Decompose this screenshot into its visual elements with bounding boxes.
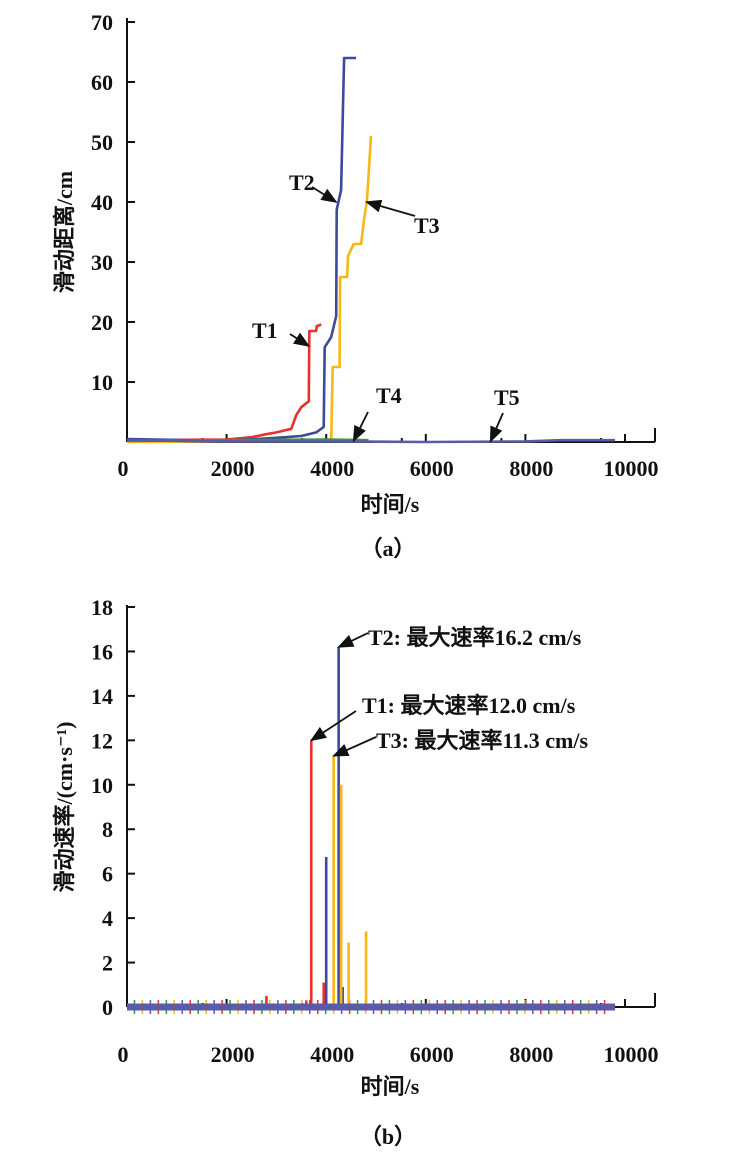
annotation-arrow [337,632,369,648]
y-tick-label: 40 [91,190,113,215]
annotation-label: T4 [376,383,402,408]
y-tick-label: 0 [102,995,113,1020]
x-tick-label: 8000 [509,456,553,481]
chart-panel-a: 10 20 30 40 50 60 70 0 2000 4000 6000 8000 10000 时间/s… [52,10,659,561]
x-tick-label: 4000 [310,456,354,481]
annotation-arrow [311,186,338,203]
y-tick-label: 4 [102,906,113,931]
y-tick-label: 10 [91,370,113,395]
annotation-arrow [489,412,504,443]
y-tick-label: 2 [102,951,113,976]
chart-panel-b: 0 2 4 6 8 10 12 14 16 18 0 2000 4000 6000 8000 10000 时间/… [52,595,659,1149]
annotation-arrow [352,411,369,443]
y-tick-label: 16 [91,639,113,664]
annotation-arrow [364,199,416,217]
y-tick-label: 10 [91,773,113,798]
series-line-t1 [126,323,322,442]
x-tick-label: 0 [118,1042,129,1067]
x-tick-label: 10000 [604,1042,659,1067]
annotation-label: T3 [414,213,440,238]
y-tick-label: 14 [91,684,113,709]
y-axis-title: 滑动距离/cm [52,171,77,293]
y-tick-label: 20 [91,310,113,335]
x-tick-label: 10000 [604,456,659,481]
annotation-label: T2: 最大速率16.2 cm/s [368,625,582,650]
annotation-label: T1 [252,318,278,343]
annotation-label: T1: 最大速率12.0 cm/s [362,693,576,718]
y-tick-label: 6 [102,862,113,887]
x-tick-label: 2000 [211,1042,255,1067]
x-axis-title: 时间/s [361,492,420,517]
x-tick-label: 6000 [410,456,454,481]
y-axis-title: 滑动速率/(cm·s⁻¹) [52,722,77,893]
series-line-t2 [126,56,357,443]
x-tick-label: 0 [118,456,129,481]
y-tick-label: 12 [91,728,113,753]
x-tick-label: 6000 [410,1042,454,1067]
x-tick-label: 2000 [211,456,255,481]
annotation-label: T3: 最大速率11.3 cm/s [376,728,588,753]
series-line-t5 [126,438,615,444]
y-tick-label: 18 [91,595,113,620]
annotation-arrow [332,736,377,757]
x-axis-title: 时间/s [361,1074,420,1099]
y-tick-label: 60 [91,70,113,95]
annotation-label: T5 [494,385,520,410]
annotation-arrow [289,332,311,347]
x-tick-label: 4000 [310,1042,354,1067]
annotation-arrow [309,710,357,742]
panel-label: （b） [360,1124,416,1149]
y-tick-label: 8 [102,817,113,842]
panel-label: （a） [360,536,415,561]
x-tick-label: 8000 [509,1042,553,1067]
y-tick-label: 50 [91,130,113,155]
series-line-t3 [126,135,373,444]
y-tick-label: 30 [91,250,113,275]
y-tick-label: 70 [91,10,113,35]
annotation-label: T2 [289,170,315,195]
